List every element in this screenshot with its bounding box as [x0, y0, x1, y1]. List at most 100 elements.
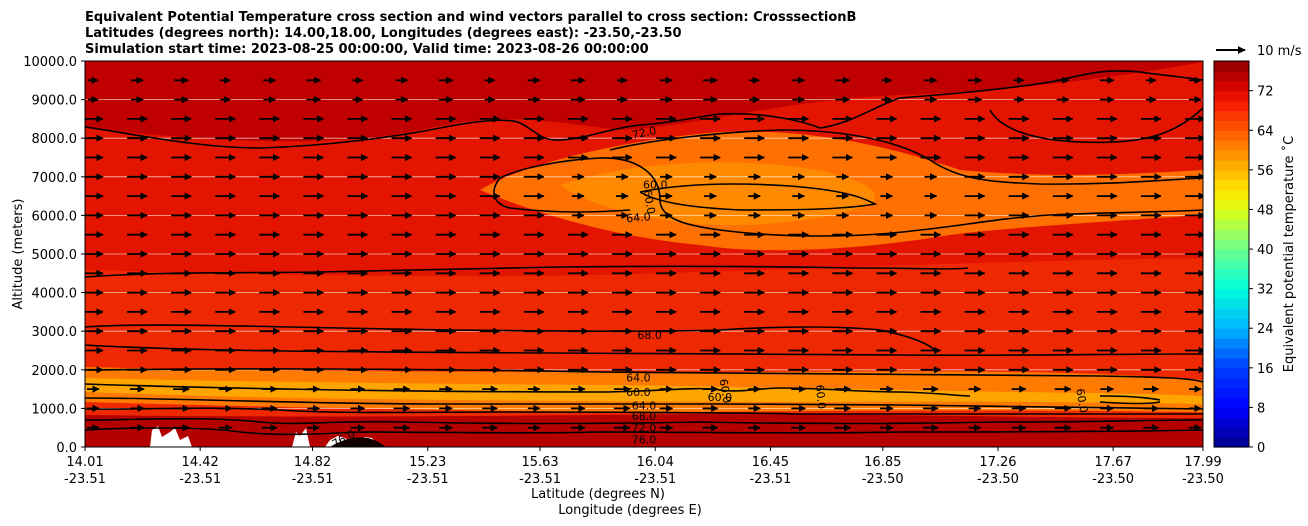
terrain-dark [330, 437, 386, 447]
colorbar-segment [1214, 189, 1249, 201]
contour-label: 60.0 [708, 391, 733, 404]
x-tick-label-lon: -23.51 [292, 472, 334, 487]
colorbar-segment [1214, 159, 1249, 171]
x-tick-label-lon: -23.51 [634, 472, 676, 487]
x-tick-label-lon: -23.51 [749, 472, 791, 487]
contour-label: 60.0 [643, 179, 668, 192]
chart-title-line-2: Latitudes (degrees north): 14.00,18.00, … [85, 26, 682, 41]
y-axis-label: Altitude (meters) [11, 199, 26, 310]
contour-label: 72.0 [631, 124, 658, 142]
colorbar-segment [1214, 130, 1249, 141]
colorbar-segment [1214, 278, 1249, 290]
colorbar-segment [1214, 229, 1249, 240]
colorbar-segment [1214, 169, 1249, 181]
x-tick-label-lon: -23.50 [977, 472, 1019, 487]
contours [85, 70, 1203, 436]
colorbar-tick-label: 16 [1257, 362, 1274, 377]
colorbar-segment [1214, 417, 1249, 428]
x-tick-label-lon: -23.50 [1182, 472, 1224, 487]
y-tick-label: 0.0 [56, 441, 77, 456]
chart-title-line-1: Equivalent Potential Temperature cross s… [85, 10, 856, 25]
colorbar-segment [1214, 387, 1249, 399]
x-tick-label-lon: -23.51 [407, 472, 449, 487]
x-tick-label-lon: -23.51 [519, 472, 561, 487]
contour-76-surface [85, 427, 1203, 436]
contour-64-bl-low [85, 397, 1203, 410]
contour-label: 64.0 [632, 400, 657, 413]
colorbar-tick-label: 24 [1257, 322, 1274, 337]
contour-72-surface [85, 417, 1203, 425]
contour-label: 60.0 [716, 378, 733, 404]
colorbar-segment [1214, 110, 1249, 121]
colorbar-segment [1214, 357, 1249, 369]
y-tick-label: 6000.0 [32, 209, 78, 224]
colorbar-tick-label: 48 [1257, 203, 1274, 218]
x-tick-label-lon: -23.51 [64, 472, 106, 487]
colorbar-segment [1214, 209, 1249, 220]
contour-label: 60.0 [813, 384, 828, 410]
colorbar-segment [1214, 120, 1249, 131]
colorbar-segment [1214, 258, 1249, 270]
x-tick-label-lat: 14.42 [182, 455, 219, 470]
y-tick-label: 3000.0 [32, 325, 78, 340]
colorbar-segment [1214, 100, 1249, 112]
colorbar-ticks: 0 8 16 24 32 40 48 56 64 72 [1249, 85, 1274, 456]
colorbar-segment [1214, 150, 1249, 161]
contour-label: 60.0 [641, 189, 658, 215]
colorbar-segment [1214, 437, 1249, 448]
plot-area: 72.060.064.060.068.064.060.0 60.060.064.0… [85, 61, 1203, 447]
colorbar-segment [1214, 328, 1249, 339]
wind-vectors [85, 76, 1203, 432]
colorbar-label: Equivalent potential temperature ˚C [1281, 136, 1297, 372]
colorbar-segment [1214, 61, 1249, 72]
x-axis-label-lat: Latitude (degrees N) [531, 487, 665, 502]
contour-68-surface [85, 407, 1203, 415]
colorbar-segment [1214, 367, 1249, 379]
colorbar-segment [1214, 318, 1249, 329]
colorbar-segment [1214, 80, 1249, 92]
colorbar-tick-label: 32 [1257, 283, 1274, 298]
x-tick-label-lat: 17.67 [1095, 455, 1132, 470]
x-tick-label-lon: -23.50 [1092, 472, 1134, 487]
colorbar-segment [1214, 377, 1249, 389]
contour-label: 68.0 [637, 329, 662, 342]
colorbar-segment [1214, 199, 1249, 211]
x-tick-label-lat: 15.23 [409, 455, 446, 470]
colorbar-segment [1214, 70, 1249, 82]
quiver-key-label: 10 m/s [1257, 44, 1302, 59]
terrain [150, 426, 380, 447]
contour-label: 60.0 [626, 386, 651, 399]
contour-label: 68.0 [632, 410, 657, 423]
y-tick-label: 1000.0 [32, 402, 78, 417]
x-tick-label-lat: 16.45 [752, 455, 789, 470]
y-tick-label: 5000.0 [32, 248, 78, 263]
colorbar-tick-label: 72 [1257, 85, 1274, 100]
y-tick-label: 8000.0 [32, 132, 78, 147]
colorbar [1214, 61, 1249, 448]
colorbar-segment [1214, 219, 1249, 230]
colorbar-segment [1214, 397, 1249, 409]
contour-label: 60.0 [1073, 388, 1090, 414]
x-tick-label-lat: 16.85 [864, 455, 901, 470]
x-tick-label-lon: -23.51 [179, 472, 221, 487]
x-tick-label-lat: 17.99 [1184, 455, 1221, 470]
colorbar-frame [1213, 60, 1250, 448]
colorbar-segment [1214, 407, 1249, 418]
colorbar-segment [1214, 90, 1249, 102]
colorbar-segment [1214, 427, 1249, 438]
colorbar-segment [1214, 239, 1249, 250]
colorbar-segment [1214, 348, 1249, 359]
colorbar-segment [1214, 249, 1249, 260]
colorbar-tick-label: 56 [1257, 164, 1274, 179]
colorbar-tick-label: 40 [1257, 243, 1274, 258]
x-tick-label-lat: 14.82 [294, 455, 331, 470]
contour-label: 72.0 [632, 422, 657, 435]
contour-label: 64.0 [626, 372, 651, 385]
contour-label: 64.0 [626, 210, 652, 225]
x-tick-label-lat: 16.04 [637, 455, 674, 470]
chart-title-line-3: Simulation start time: 2023-08-25 00:00:… [85, 42, 649, 57]
colorbar-segment [1214, 179, 1249, 191]
colorbar-segment [1214, 308, 1249, 319]
x-axis-label-lon: Longitude (degrees E) [558, 503, 702, 518]
